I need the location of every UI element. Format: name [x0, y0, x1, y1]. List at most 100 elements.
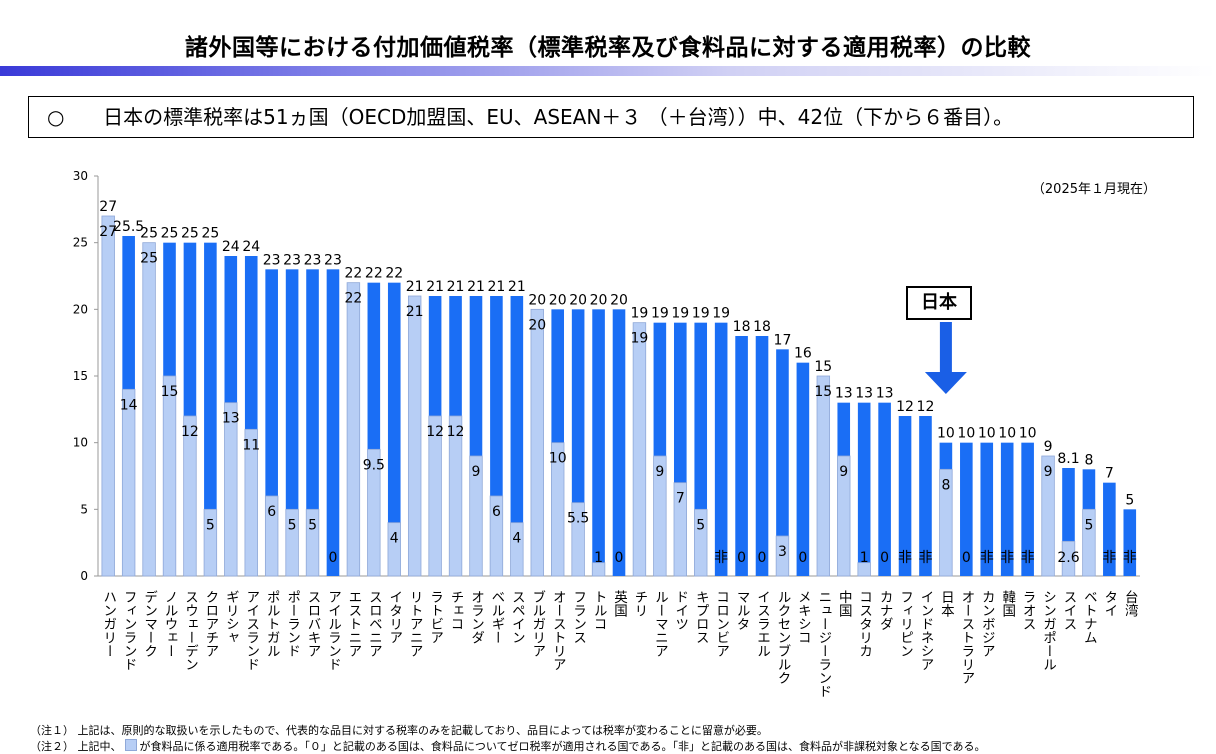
food-rate-label: 14: [120, 397, 138, 413]
country-label: アイスランド: [243, 590, 259, 671]
bar-standard-rate: [755, 336, 769, 576]
bar-standard-rate: [898, 416, 912, 576]
standard-rate-label: 25.5: [113, 219, 144, 235]
standard-rate-label: 15: [814, 359, 832, 375]
page-title: 諸外国等における付加価値税率（標準税率及び食料品に対する適用税率）の比較: [185, 35, 1031, 61]
country-label: コロンビア: [713, 590, 729, 658]
food-rate-label: 13: [222, 411, 240, 427]
bar-standard-rate: [857, 402, 871, 576]
y-tick-label: 20: [73, 302, 88, 316]
country-label: オーストリア: [550, 590, 566, 671]
standard-rate-label: 10: [978, 426, 996, 442]
bar-food-rate: [653, 455, 667, 577]
standard-rate-label: 19: [651, 306, 669, 322]
standard-rate-label: 22: [344, 266, 362, 282]
country-label: 台湾: [1122, 590, 1139, 618]
country-label: アイルランド: [325, 590, 341, 671]
standard-rate-label: 13: [876, 386, 894, 402]
bar-food-rate: [1061, 540, 1076, 577]
food-rate-label: 12: [181, 424, 199, 440]
country-label: フィンランド: [121, 590, 137, 671]
headline-marker: ○: [47, 105, 65, 129]
country-label: ニュージーランド: [815, 590, 831, 698]
bar-food-rate: [510, 522, 524, 577]
standard-rate-label: 18: [753, 319, 771, 335]
standard-rate-label: 18: [733, 319, 751, 335]
bar-standard-rate: [592, 309, 605, 576]
bar-food-rate: [285, 508, 299, 577]
country-label: カナダ: [877, 590, 893, 631]
country-label: ルーマニア: [652, 590, 668, 658]
country-label: ラオス: [1020, 590, 1036, 631]
y-tick-label: 30: [73, 169, 88, 183]
standard-rate-label: 8.1: [1057, 451, 1079, 467]
bar-standard-rate: [612, 309, 626, 576]
food-rate-label: 非: [714, 550, 728, 566]
country-label: コスタリカ: [856, 590, 872, 658]
bar-standard-rate: [796, 362, 810, 576]
country-label: ポーランド: [284, 590, 300, 658]
standard-rate-label: 23: [283, 252, 301, 268]
bar-food-rate: [857, 562, 871, 577]
standard-rate-label: 25: [201, 226, 219, 242]
country-label: ドイツ: [672, 590, 688, 631]
standard-rate-label: 10: [998, 426, 1016, 442]
standard-rate-label: 20: [569, 292, 587, 308]
bar-food-rate: [448, 415, 463, 577]
food-rate-label: 0: [880, 550, 889, 566]
bar-food-rate: [244, 428, 258, 577]
bar-standard-rate: [878, 402, 891, 576]
bar-food-rate: [551, 442, 565, 577]
standard-rate-label: 10: [1019, 426, 1037, 442]
food-rate-label: 7: [676, 491, 685, 507]
food-rate-label: 0: [798, 550, 807, 566]
country-label: スロバキア: [305, 590, 321, 658]
country-label: タイ: [1101, 590, 1117, 617]
bar-standard-rate: [776, 349, 789, 576]
food-rate-label: 15: [814, 384, 832, 400]
food-rate-label: 5.5: [567, 511, 589, 527]
bar-standard-rate: [919, 416, 932, 576]
as-of-date: （2025年１月現在）: [1031, 182, 1156, 197]
bar-standard-rate: [510, 296, 524, 576]
bar-standard-rate: [735, 336, 748, 576]
standard-rate-label: 22: [365, 266, 383, 282]
bar-food-rate: [673, 482, 687, 577]
food-rate-label: 5: [1084, 517, 1093, 533]
country-label: キプロス: [693, 590, 709, 644]
bar-food-rate: [346, 282, 361, 577]
food-rate-label: 9: [1044, 464, 1053, 480]
bar-food-rate: [469, 455, 483, 577]
food-rate-label: 非: [918, 550, 932, 566]
food-rate-label: 非: [1000, 550, 1014, 566]
title-underline-bar: [0, 66, 1216, 76]
bar-standard-rate: [1000, 442, 1014, 576]
food-rate-label: 非: [1102, 550, 1116, 566]
y-tick-label: 10: [73, 436, 88, 450]
japan-callout-box: 日本: [906, 286, 972, 320]
country-label: ハンガリー: [100, 590, 116, 658]
food-rate-label: 非: [980, 550, 994, 566]
country-label: ブルガリア: [529, 590, 545, 658]
bar-food-rate: [101, 215, 115, 577]
standard-rate-label: 21: [447, 279, 465, 295]
food-rate-label: 5: [288, 517, 297, 533]
standard-rate-label: 9: [1044, 439, 1053, 455]
food-rate-label: 25: [140, 251, 158, 267]
bar-standard-rate: [1123, 509, 1137, 576]
food-rate-label: 9.5: [363, 457, 385, 473]
bar-food-rate: [162, 375, 177, 577]
standard-rate-label: 21: [508, 279, 526, 295]
standard-rate-label: 13: [855, 386, 873, 402]
bar-food-rate: [1041, 455, 1055, 577]
footnote-2-prefix: （注２） 上記中、: [30, 740, 122, 753]
bar-food-rate: [632, 322, 647, 577]
bar-food-rate: [775, 535, 790, 577]
country-label: オーストラリア: [958, 590, 974, 685]
bar-standard-rate: [387, 282, 401, 576]
food-rate-label: 5: [696, 517, 705, 533]
country-label: リトアニア: [407, 590, 423, 658]
standard-rate-label: 17: [774, 332, 792, 348]
food-rate-label: 9: [839, 464, 848, 480]
standard-rate-label: 20: [610, 292, 628, 308]
